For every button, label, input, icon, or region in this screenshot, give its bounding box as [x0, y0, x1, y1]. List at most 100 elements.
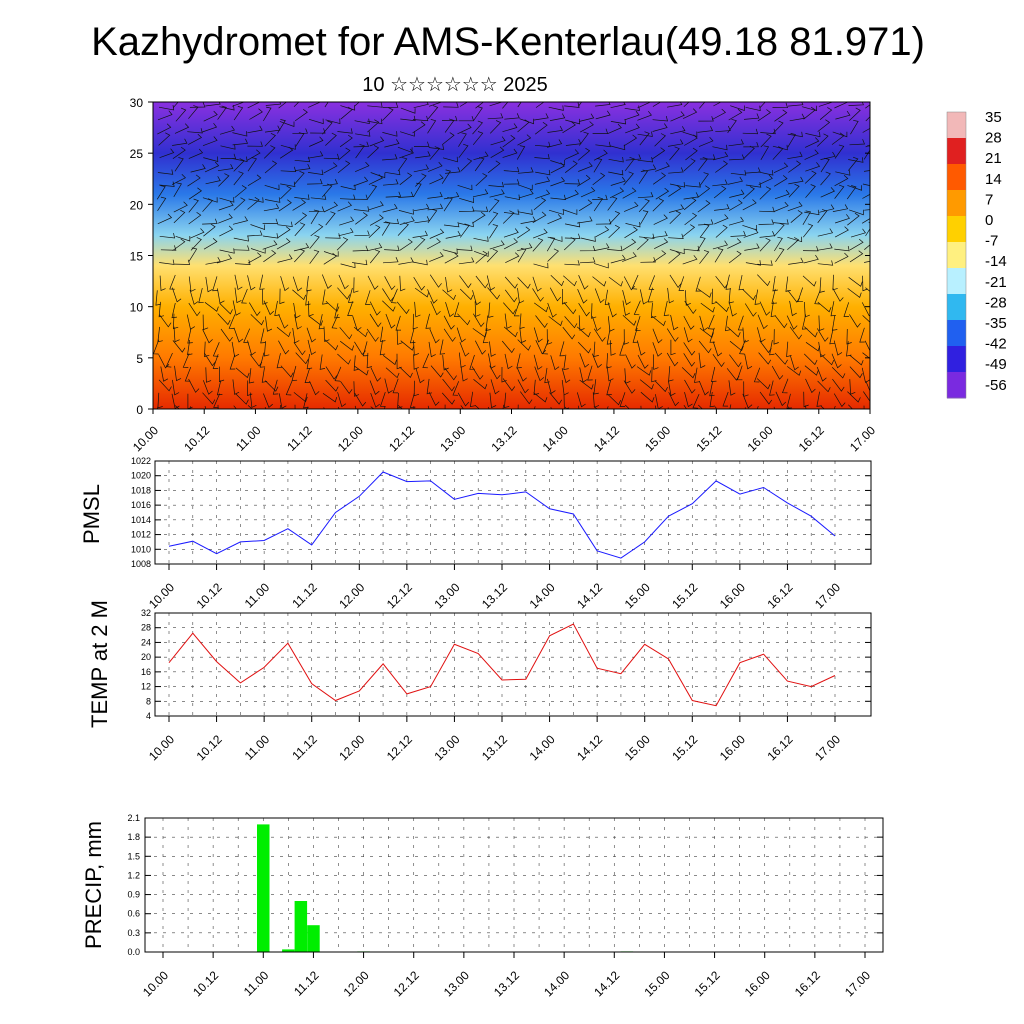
wind-barb-1109 [848, 156, 859, 171]
wind-barb-900 [714, 248, 724, 263]
wind-barb-198 [280, 181, 296, 188]
wind-barb-628 [550, 159, 565, 166]
wind-barb-576 [517, 102, 522, 108]
wind-barb-571 [504, 353, 513, 370]
wind-barb-749 [624, 156, 635, 172]
wind-barb-1083 [831, 132, 845, 145]
wind-barb-433 [427, 105, 439, 120]
wind-barb-502 [457, 392, 470, 407]
wind-barb-1132 [863, 145, 870, 160]
wind-barb-1013 [788, 160, 802, 173]
wind-barb-495 [454, 302, 460, 317]
wind-barb-250 [310, 223, 324, 237]
wind-barb-593 [519, 327, 527, 344]
wind-barb-68 [184, 366, 192, 382]
wind-barb-134 [234, 287, 242, 304]
wind-barb-725 [608, 169, 624, 176]
wind-barb-371 [384, 245, 400, 251]
wind-barb-1135 [862, 193, 870, 199]
wind-barb-674 [580, 121, 594, 133]
wind-barb-42 [172, 340, 186, 353]
wind-barb-404 [399, 366, 413, 378]
wind-barb-1149 [865, 381, 870, 393]
wind-barb-913 [728, 108, 743, 121]
wind-barb-364 [382, 154, 398, 161]
wind-barb-493 [459, 275, 472, 289]
wind-barb-382 [380, 391, 386, 407]
wind-barb-784 [635, 315, 641, 331]
wind-barb-969 [758, 219, 774, 225]
wind-barb-875 [697, 236, 706, 252]
precip-xtick-label-1: 10.12 [190, 968, 221, 999]
wind-barb-820 [669, 146, 680, 161]
wind-barb-748 [625, 154, 642, 161]
wind-barb-124 [232, 156, 248, 163]
wind-barb-1144 [862, 315, 870, 323]
wind-barb-821 [668, 167, 684, 174]
wind-barb-370 [381, 221, 391, 236]
wind-barb-307 [337, 353, 351, 365]
precip-xtick-label-11: 15.12 [692, 968, 723, 999]
pmsl-xtick-label-11: 15.12 [669, 580, 700, 611]
wind-barb-438 [429, 174, 444, 185]
wind-barb-300 [340, 262, 356, 269]
wind-barb-517 [475, 275, 489, 289]
wind-barb-177 [262, 218, 279, 224]
wind-barb-15 [158, 301, 164, 318]
wind-barb-659 [563, 237, 576, 251]
wind-barb-339 [369, 136, 385, 147]
wind-barb-470 [442, 289, 456, 301]
wind-barb-184 [265, 316, 273, 332]
wind-barb-489 [458, 221, 474, 228]
wind-barb-859 [683, 353, 696, 367]
wind-barb-473 [443, 328, 456, 342]
colorbar-cell-5 [947, 242, 966, 269]
wind-barb-213 [272, 379, 279, 395]
wind-barb-259 [306, 354, 313, 370]
wind-barb-570 [501, 340, 515, 354]
wind-barb-1127 [848, 404, 853, 409]
wind-barb-602 [534, 122, 548, 135]
wind-barb-933 [728, 380, 736, 396]
wind-barb-318 [353, 176, 369, 187]
wind-barb-325 [353, 277, 359, 293]
wind-barb-126 [233, 171, 244, 186]
wind-barb-43 [165, 352, 173, 368]
wind-barb-605 [535, 169, 551, 176]
wind-barb-506 [472, 120, 483, 135]
wind-barb-513 [472, 211, 486, 224]
pmsl-panel: 1008 1010 1012 1014 1016 1018 1020 1022 10.00 10.… [79, 456, 872, 611]
wind-barb-618 [535, 340, 547, 355]
wind-barb-337 [367, 118, 383, 125]
colorbar-cell-6 [947, 268, 966, 295]
wind-barb-5 [157, 169, 174, 175]
wind-barb-685 [578, 275, 589, 290]
wind-barb-717 [593, 379, 599, 395]
wind-barb-80 [202, 198, 214, 212]
cross-section-xtick-label-8: 14.00 [540, 423, 571, 454]
wind-barb-272 [323, 201, 338, 213]
wind-barb-994 [773, 222, 785, 237]
wind-barb-670 [563, 394, 570, 409]
wind-barb-336 [367, 102, 383, 108]
wind-barb-486 [457, 184, 473, 191]
wind-barb-1128 [865, 104, 870, 109]
wind-barb-1092 [834, 252, 849, 264]
wind-barb-2 [157, 123, 172, 135]
wind-barb-677 [578, 161, 593, 172]
precip-xtick-label-5: 12.12 [391, 968, 422, 999]
wind-barb-406 [397, 392, 403, 409]
wind-barb-797 [655, 162, 670, 172]
wind-barb-94 [202, 392, 216, 405]
wind-barb-220 [294, 156, 311, 163]
wind-barb-648 [564, 102, 580, 108]
wind-barb-484 [458, 143, 469, 158]
wind-barb-480 [459, 102, 469, 107]
wind-barb-1005 [769, 380, 775, 396]
wind-barb-971 [759, 237, 771, 252]
wind-barb-754 [624, 226, 638, 239]
wind-barb-549 [490, 379, 500, 395]
wind-barb-123 [232, 138, 249, 146]
wind-barb-450 [428, 341, 436, 358]
wind-barb-607 [535, 189, 551, 199]
